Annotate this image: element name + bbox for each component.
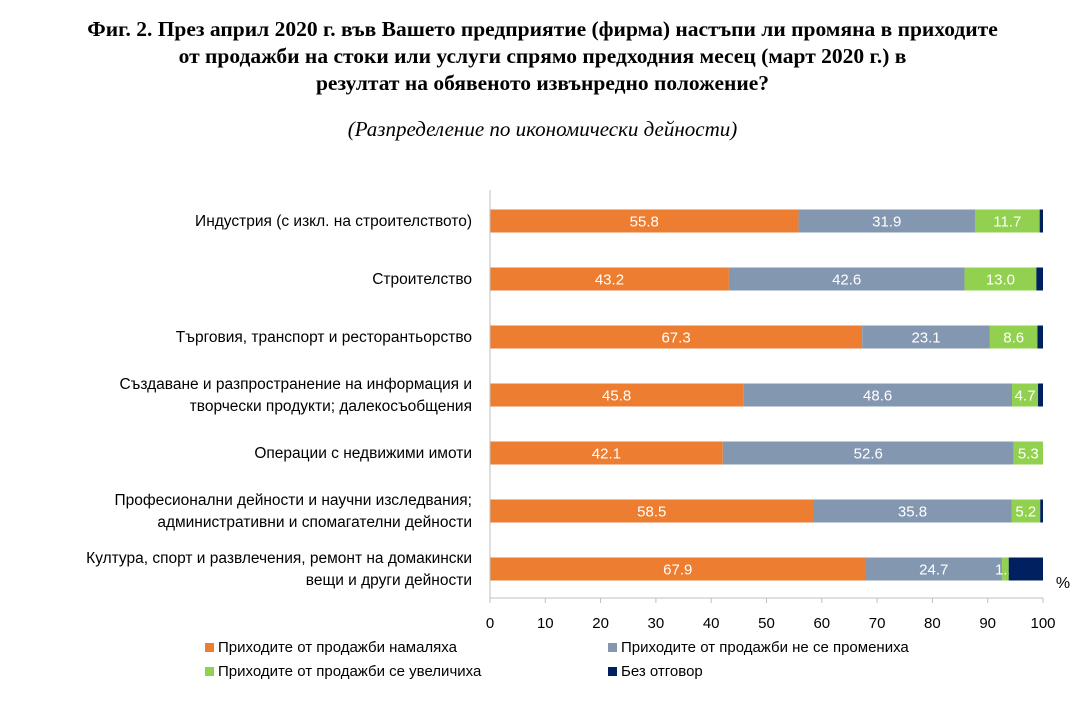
data-label: 67.9	[663, 562, 692, 579]
x-tick-label: 40	[703, 615, 720, 632]
data-label: 5.3	[1018, 446, 1039, 463]
bar-segment	[798, 209, 975, 233]
category-label: Търговия, транспорт и ресторантьорство	[176, 329, 472, 346]
bar-segment	[964, 267, 1037, 291]
x-tick-label: 70	[869, 615, 886, 632]
title-line-3: резултат на обявеното извънредно положен…	[315, 71, 770, 95]
bar-segment	[862, 325, 990, 349]
data-label: 5.2	[1015, 504, 1036, 521]
x-tick-label: 90	[979, 615, 996, 632]
bar-segment	[1039, 209, 1043, 233]
bar-segment	[813, 499, 1012, 523]
data-label: 24.7	[919, 562, 948, 579]
bar-segment	[490, 325, 863, 349]
data-label: 55.8	[630, 214, 659, 231]
category-label: Създаване и разпространение на информаци…	[119, 376, 472, 393]
data-label: 45.8	[602, 388, 631, 405]
legend-swatch	[608, 667, 617, 676]
x-tick-label: 100	[1030, 615, 1055, 632]
category-label: Индустрия (с изкл. на строителството)	[195, 213, 472, 230]
x-tick-label: 80	[924, 615, 941, 632]
bar-segment	[743, 383, 1013, 407]
data-label: 67.3	[661, 330, 690, 347]
bar-segment	[989, 325, 1038, 349]
category-label: Култура, спорт и развлечения, ремонт на …	[86, 550, 472, 567]
bar-segment	[1002, 557, 1009, 581]
chart-subtitle: (Разпределение по икономически дейности)	[347, 117, 738, 141]
data-label: 11.7	[993, 214, 1021, 231]
x-tick-label: 10	[537, 615, 554, 632]
bar-segment	[1036, 267, 1043, 291]
title-line-2: от продажби на стоки или услуги спрямо п…	[178, 44, 907, 68]
bar-segment	[490, 267, 729, 291]
data-label: 43.2	[595, 272, 624, 289]
legend-label: Приходите от продажби се увеличиха	[218, 663, 482, 680]
x-tick-label: 60	[813, 615, 830, 632]
data-label: 13.0	[986, 272, 1015, 289]
bar-segment	[728, 267, 965, 291]
bar-segment	[490, 557, 866, 581]
legend-label: Приходите от продажби намаляха	[218, 639, 458, 656]
bar-segment	[722, 441, 1014, 465]
data-label: 23.1	[911, 330, 940, 347]
data-label: 42.6	[832, 272, 861, 289]
bar-segment	[490, 441, 723, 465]
legend-label: Без отговор	[621, 663, 703, 680]
unit-label: %	[1056, 575, 1070, 592]
category-label: Професионални дейности и научни изследва…	[115, 492, 472, 509]
category-label: Строителство	[372, 271, 472, 288]
category-label: Операции с недвижими имоти	[254, 445, 472, 462]
bar-segment	[490, 499, 814, 523]
bar-segment	[1040, 499, 1043, 523]
bar-segment	[865, 557, 1003, 581]
bar-segment	[1013, 441, 1043, 465]
legend-swatch	[205, 667, 214, 676]
data-label: 35.8	[898, 504, 927, 521]
bar-segment	[1012, 383, 1039, 407]
category-label: административни и спомагателни дейности	[157, 514, 472, 531]
title-line-1: Фиг. 2. През април 2020 г. във Вашето пр…	[87, 17, 998, 41]
x-tick-label: 20	[592, 615, 609, 632]
data-label: 31.9	[872, 214, 901, 231]
chart-title: Фиг. 2. През април 2020 г. във Вашето пр…	[0, 16, 1085, 97]
bar-segment	[974, 209, 1040, 233]
data-label: 48.6	[863, 388, 892, 405]
bar-segment	[1008, 557, 1043, 581]
bar-segment	[490, 383, 744, 407]
bar-segment	[1038, 383, 1043, 407]
x-tick-label: 50	[758, 615, 775, 632]
category-label: творчески продукти; далекосъобщения	[190, 398, 472, 415]
data-label: 52.6	[854, 446, 883, 463]
bar-segment	[490, 209, 799, 233]
data-label: 58.5	[637, 504, 666, 521]
category-label: вещи и други дейности	[306, 572, 472, 589]
bar-segment	[1011, 499, 1041, 523]
legend-swatch	[608, 643, 617, 652]
data-label: 4.7	[1015, 388, 1036, 405]
data-label: 8.6	[1003, 330, 1024, 347]
data-label: 42.1	[592, 446, 621, 463]
x-tick-label: 0	[486, 615, 494, 632]
x-tick-label: 30	[648, 615, 665, 632]
legend-swatch	[205, 643, 214, 652]
legend-label: Приходите от продажби не се промениха	[621, 639, 909, 656]
bar-segment	[1037, 325, 1043, 349]
